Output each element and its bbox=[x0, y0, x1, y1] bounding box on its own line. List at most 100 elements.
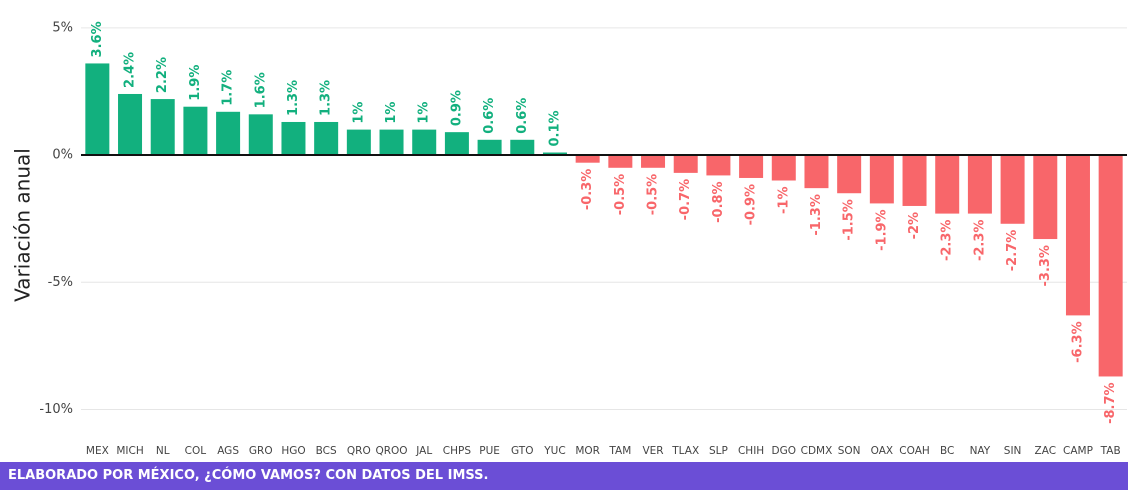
x-tick-label: MICH bbox=[116, 445, 143, 457]
x-tick-label: DGO bbox=[772, 445, 797, 457]
value-label: 1.7% bbox=[221, 70, 236, 106]
x-tick-label: SON bbox=[838, 445, 861, 457]
x-tick-label: SLP bbox=[709, 445, 728, 457]
x-tick-label: BC bbox=[940, 445, 954, 457]
y-tick-label: 5% bbox=[52, 20, 73, 35]
bar bbox=[85, 63, 110, 156]
bar bbox=[510, 139, 535, 156]
value-label: -2.3% bbox=[940, 220, 955, 261]
bar bbox=[412, 129, 437, 156]
x-tick-label: MEX bbox=[86, 445, 109, 457]
x-tick-label: COAH bbox=[899, 445, 930, 457]
value-label: 1% bbox=[351, 102, 366, 124]
x-tick-label: YUC bbox=[543, 445, 565, 457]
bar bbox=[477, 139, 502, 156]
value-label: -1.9% bbox=[874, 209, 889, 250]
bar bbox=[444, 132, 469, 156]
bar bbox=[641, 155, 666, 168]
bar bbox=[248, 114, 273, 156]
value-label: 1% bbox=[384, 102, 399, 124]
value-label: -0.9% bbox=[744, 184, 759, 225]
value-label: -2.3% bbox=[972, 220, 987, 261]
x-tick-label: HGO bbox=[281, 445, 305, 457]
x-tick-label: SIN bbox=[1004, 445, 1022, 457]
value-label: 0.1% bbox=[547, 110, 562, 146]
bar bbox=[1098, 155, 1123, 377]
bar bbox=[150, 99, 175, 156]
bar bbox=[967, 155, 992, 214]
x-tick-label: ZAC bbox=[1035, 445, 1057, 457]
x-tick-label: QRO bbox=[347, 445, 371, 457]
bar bbox=[771, 155, 796, 181]
bar bbox=[1033, 155, 1058, 240]
value-label: -0.3% bbox=[580, 169, 595, 210]
y-tick-label: -5% bbox=[48, 275, 73, 290]
bar bbox=[216, 111, 241, 156]
value-label: 2.4% bbox=[123, 52, 138, 88]
bar bbox=[673, 155, 698, 173]
x-tick-label: OAX bbox=[871, 445, 893, 457]
bar bbox=[1065, 155, 1090, 316]
y-tick-label: -10% bbox=[39, 402, 73, 417]
value-label: -0.8% bbox=[711, 181, 726, 222]
bar bbox=[1000, 155, 1025, 224]
x-tick-label: CAMP bbox=[1063, 445, 1093, 457]
bar bbox=[346, 129, 371, 156]
value-label: 1.3% bbox=[286, 80, 301, 116]
bar bbox=[608, 155, 633, 168]
value-label: -3.3% bbox=[1038, 245, 1053, 286]
bar bbox=[575, 155, 600, 163]
chart: Variación anual 5% 0% -5% -10% MEX 3.6% MICH 2.… bbox=[11, 20, 1127, 457]
bar bbox=[542, 152, 567, 156]
value-label: 0.6% bbox=[482, 98, 497, 134]
value-label: -0.5% bbox=[646, 174, 661, 215]
x-tick-label: PUE bbox=[479, 445, 500, 457]
x-tick-label: CHPS bbox=[443, 445, 472, 457]
bar bbox=[804, 155, 829, 189]
bar bbox=[118, 93, 143, 156]
value-label: -1% bbox=[776, 187, 791, 214]
x-tick-label: COL bbox=[185, 445, 207, 457]
bar bbox=[706, 155, 731, 176]
bar bbox=[902, 155, 927, 206]
footer: ELABORADO POR MÉXICO, ¿CÓMO VAMOS? CON D… bbox=[0, 462, 1128, 490]
x-tick-label: TLAX bbox=[671, 445, 699, 457]
x-tick-label: BCS bbox=[316, 445, 337, 457]
x-tick-label: NAY bbox=[970, 445, 991, 457]
value-label: 1.9% bbox=[188, 65, 203, 101]
value-label: -2.7% bbox=[1005, 230, 1020, 271]
value-label: -0.7% bbox=[678, 179, 693, 220]
value-label: -1.5% bbox=[842, 199, 857, 240]
x-tick-label: CDMX bbox=[801, 445, 833, 457]
x-tick-label: CHIH bbox=[738, 445, 764, 457]
bar bbox=[183, 106, 208, 156]
x-tick-label: TAB bbox=[1100, 445, 1121, 457]
value-label: 1% bbox=[417, 102, 432, 124]
value-label: -8.7% bbox=[1103, 382, 1118, 423]
bar bbox=[935, 155, 960, 214]
value-label: -1.3% bbox=[809, 194, 824, 235]
bar bbox=[314, 121, 339, 156]
y-axis-label: Variación anual bbox=[11, 148, 35, 302]
bar bbox=[869, 155, 894, 204]
y-tick-label: 0% bbox=[52, 148, 73, 163]
value-label: 0.9% bbox=[449, 90, 464, 126]
x-tick-label: TAM bbox=[608, 445, 631, 457]
value-label: 3.6% bbox=[90, 21, 105, 57]
bar bbox=[379, 129, 404, 156]
x-tick-label: QROO bbox=[375, 445, 407, 457]
value-label: 1.6% bbox=[253, 72, 268, 108]
x-tick-label: AGS bbox=[217, 445, 239, 457]
value-label: -0.5% bbox=[613, 174, 628, 215]
x-tick-label: MOR bbox=[575, 445, 600, 457]
value-label: 2.2% bbox=[155, 57, 170, 93]
value-label: -2% bbox=[907, 212, 922, 239]
x-tick-label: NL bbox=[156, 445, 170, 457]
x-tick-label: VER bbox=[642, 445, 663, 457]
value-label: 0.6% bbox=[515, 98, 530, 134]
value-label: -6.3% bbox=[1070, 321, 1085, 362]
x-tick-label: GTO bbox=[511, 445, 533, 457]
bar bbox=[281, 121, 306, 156]
bar bbox=[739, 155, 764, 178]
x-tick-label: JAL bbox=[415, 445, 432, 457]
